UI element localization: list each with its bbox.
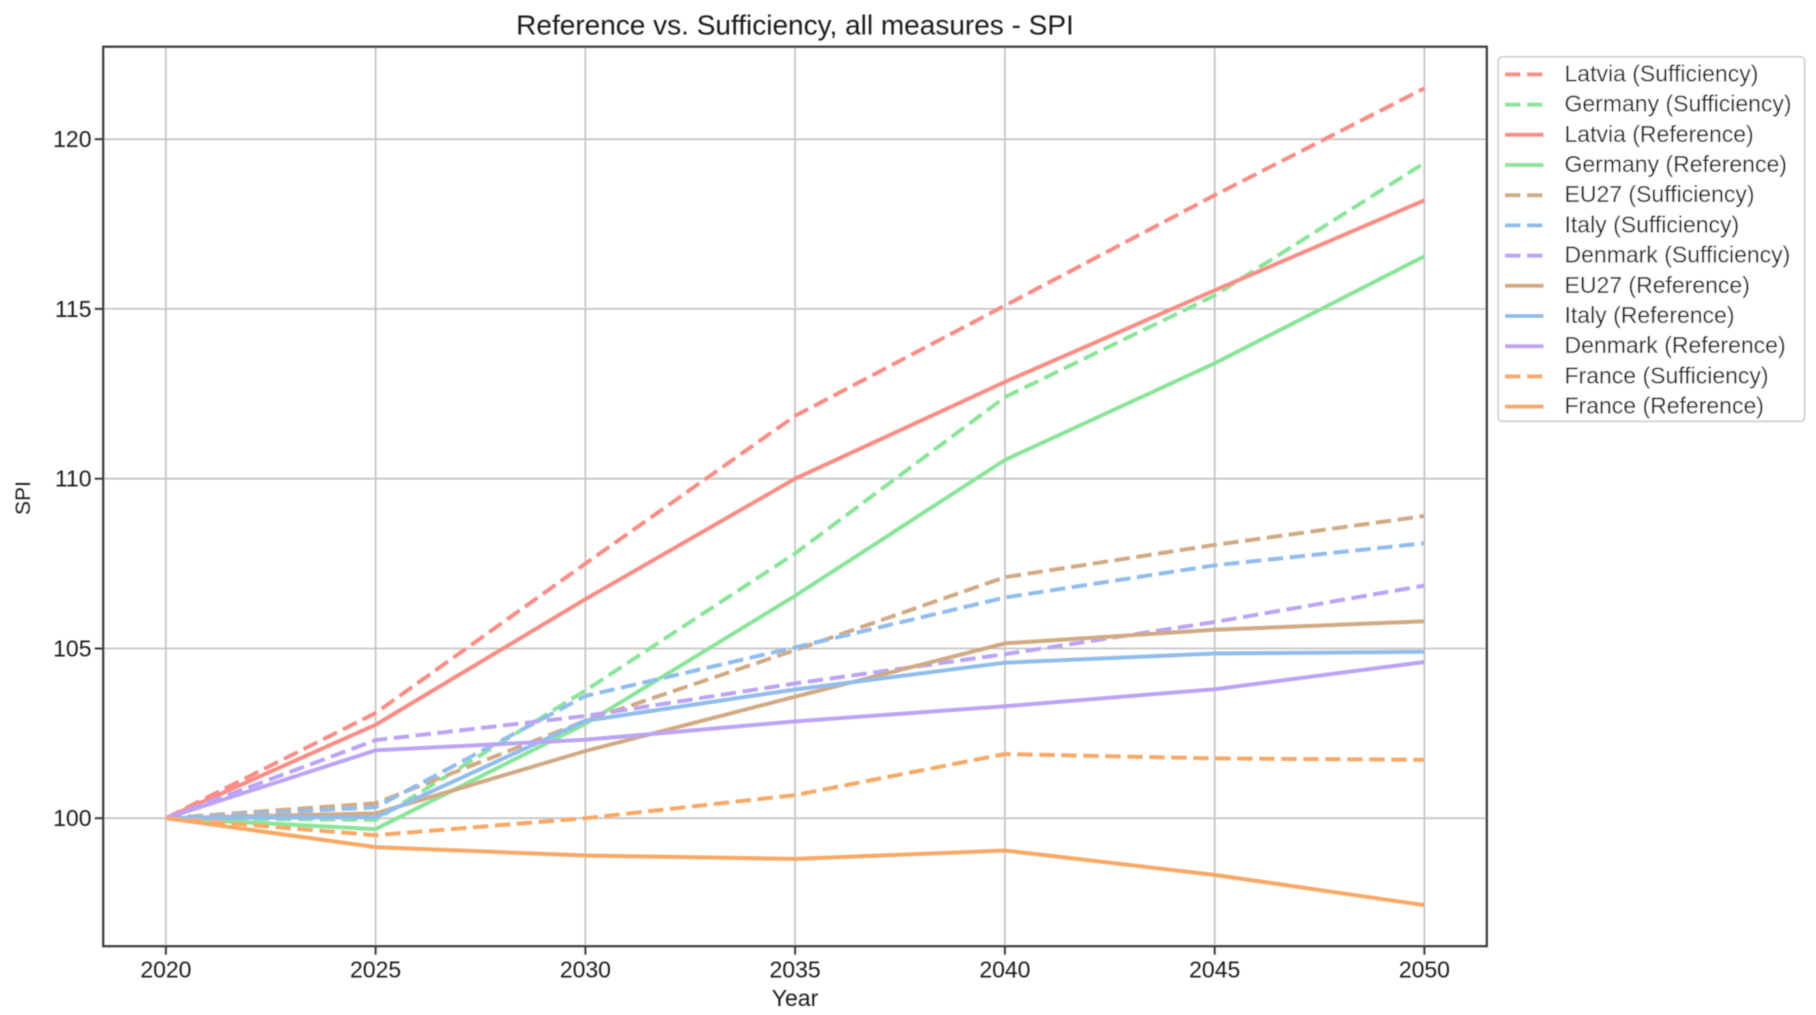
svg-text:SPI: SPI	[12, 481, 35, 515]
svg-text:Germany (Sufficiency): Germany (Sufficiency)	[1565, 91, 1792, 117]
svg-text:Italy (Reference): Italy (Reference)	[1565, 302, 1735, 328]
svg-text:115: 115	[55, 296, 92, 322]
svg-text:100: 100	[53, 805, 91, 831]
svg-text:2045: 2045	[1189, 956, 1240, 982]
svg-text:2030: 2030	[560, 956, 611, 982]
svg-text:Italy (Sufficiency): Italy (Sufficiency)	[1565, 211, 1740, 237]
svg-text:France (Reference): France (Reference)	[1565, 393, 1764, 419]
svg-text:Latvia (Reference): Latvia (Reference)	[1565, 121, 1754, 147]
svg-text:Year: Year	[772, 985, 819, 1011]
svg-text:2035: 2035	[770, 956, 821, 982]
svg-text:120: 120	[53, 126, 91, 152]
svg-text:2040: 2040	[979, 956, 1030, 982]
svg-text:2020: 2020	[140, 956, 191, 982]
svg-text:Denmark (Reference): Denmark (Reference)	[1565, 332, 1786, 358]
svg-text:EU27 (Reference): EU27 (Reference)	[1565, 272, 1750, 298]
svg-text:2025: 2025	[350, 956, 401, 982]
svg-text:Latvia (Sufficiency): Latvia (Sufficiency)	[1565, 60, 1759, 86]
svg-text:EU27 (Sufficiency): EU27 (Sufficiency)	[1565, 181, 1755, 207]
svg-text:105: 105	[53, 636, 91, 662]
svg-text:Denmark (Sufficiency): Denmark (Sufficiency)	[1565, 242, 1791, 268]
svg-text:Germany (Reference): Germany (Reference)	[1565, 151, 1787, 177]
svg-text:110: 110	[55, 466, 92, 492]
svg-text:Reference vs. Sufficiency, all: Reference vs. Sufficiency, all measures …	[516, 10, 1074, 41]
svg-text:2050: 2050	[1399, 956, 1450, 982]
svg-text:France (Sufficiency): France (Sufficiency)	[1565, 362, 1769, 388]
